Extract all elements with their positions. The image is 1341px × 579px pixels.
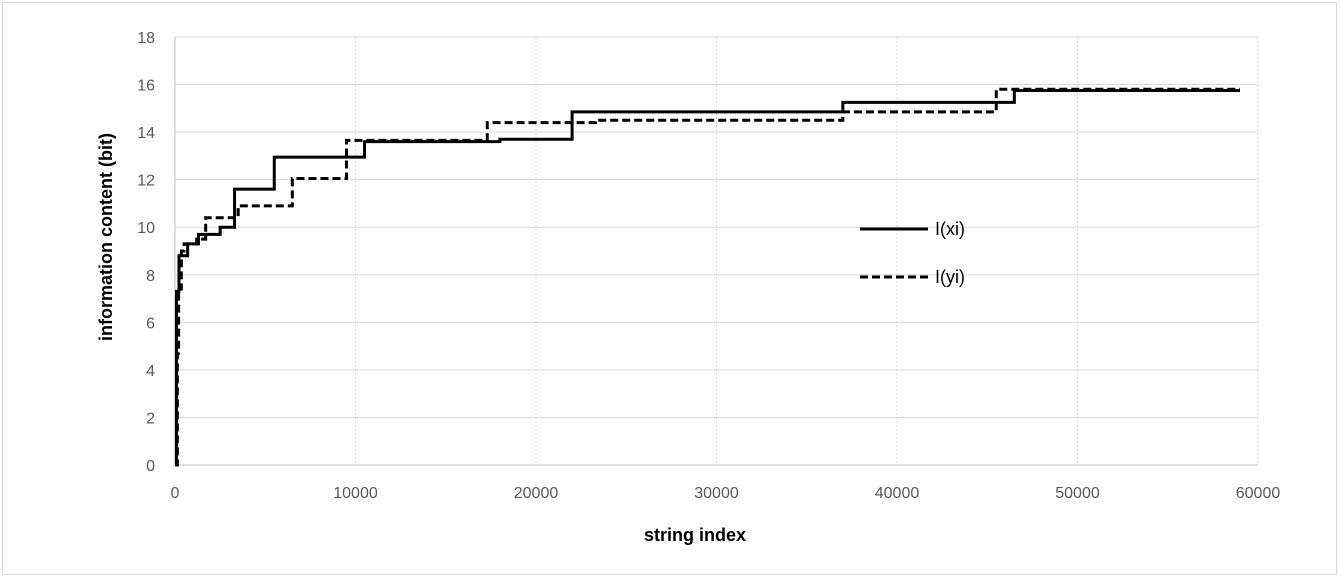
- y-tick-label: 2: [146, 410, 155, 427]
- series-line-ixi: [174, 89, 1240, 467]
- x-tick-label: 0: [171, 485, 180, 502]
- x-tick-label: 30000: [694, 485, 739, 502]
- legend: I(xi) I(yi): [860, 219, 965, 287]
- y-tick-label: 6: [146, 315, 155, 332]
- x-tick-label: 40000: [875, 485, 920, 502]
- y-tick-label: 4: [146, 363, 155, 380]
- x-axis-title: string index: [644, 525, 746, 545]
- y-tick-label: 12: [137, 173, 155, 190]
- y-tick-label: 14: [137, 125, 155, 142]
- series-line-iyi: [175, 87, 1240, 467]
- y-tick-label: 8: [146, 268, 155, 285]
- y-tick-label: 18: [137, 30, 155, 47]
- tick-labels: 0 2 4 6 8 10 12 14 16 18 0 10000 20000 30000 40000 5000…: [137, 30, 1280, 502]
- y-axis-title: information content (bit): [96, 133, 116, 341]
- series-lines: [174, 87, 1240, 467]
- legend-label-iyi: I(yi): [935, 267, 965, 287]
- grid: [175, 36, 1259, 465]
- x-tick-label: 60000: [1236, 485, 1281, 502]
- y-tick-label: 10: [137, 220, 155, 237]
- x-tick-label: 20000: [514, 485, 559, 502]
- y-tick-label: 16: [137, 78, 155, 95]
- y-tick-label: 0: [146, 458, 155, 475]
- legend-label-ixi: I(xi): [935, 219, 965, 239]
- x-tick-label: 50000: [1055, 485, 1100, 502]
- x-tick-label: 10000: [333, 485, 378, 502]
